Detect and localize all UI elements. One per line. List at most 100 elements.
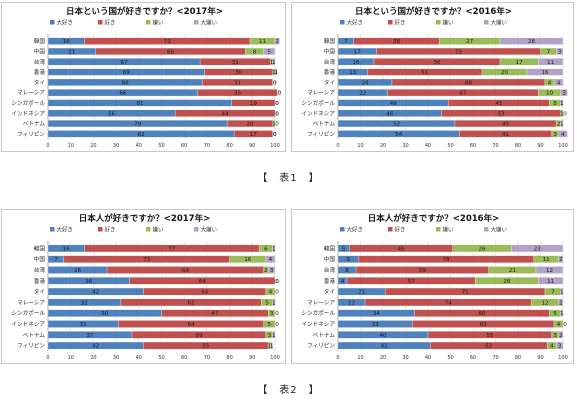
- bar-segment: [270, 341, 273, 350]
- data-label: 0: [563, 111, 567, 117]
- bar-segment: [272, 58, 276, 66]
- legend-entry: 大好き: [50, 19, 73, 27]
- bar-segment: [263, 47, 276, 55]
- data-label: 1: [272, 122, 276, 128]
- data-label: 37: [86, 333, 94, 339]
- category-label: 香港: [324, 277, 336, 285]
- data-label: 44: [221, 111, 229, 117]
- legend-label: 嫌い: [153, 19, 165, 27]
- data-label: 56: [433, 60, 441, 66]
- x-tick-label: 30: [402, 355, 408, 361]
- data-label: 5: [342, 246, 346, 252]
- bar-segment: [538, 277, 564, 285]
- legend-label: 大嫌い: [491, 19, 508, 27]
- category-label: ベトナム: [23, 332, 46, 339]
- legend-swatch: [194, 20, 199, 25]
- data-label: 41: [381, 344, 389, 350]
- category-label: ベトナム: [313, 332, 336, 339]
- legend-entry: 大嫌い: [484, 226, 508, 234]
- data-label: 82: [138, 132, 145, 138]
- data-label: 1: [560, 101, 564, 107]
- bar-segment: [538, 58, 564, 66]
- data-label: 2: [264, 268, 268, 274]
- legend-label: 嫌い: [153, 226, 165, 234]
- legend-entry: 好き: [98, 19, 116, 27]
- data-label: 68: [465, 80, 473, 86]
- data-label: 71: [462, 290, 470, 296]
- x-tick-label: 80: [515, 143, 521, 149]
- bar-segment: [560, 89, 568, 97]
- data-label: 16: [352, 60, 360, 66]
- legend-label: 大好き: [57, 19, 74, 27]
- data-label: 12: [541, 300, 548, 306]
- data-label: 54: [201, 290, 209, 296]
- bar-segment: [560, 99, 564, 107]
- legend-label: 好き: [105, 19, 116, 27]
- data-label: 73: [164, 39, 172, 45]
- legend-entry: 嫌い: [436, 226, 454, 234]
- chart-title: 日本人が好きですか？<2017年>: [79, 213, 210, 224]
- data-label: 4: [269, 290, 273, 296]
- bar-segment: [202, 78, 273, 86]
- category-label: 中国: [324, 47, 336, 55]
- data-label: 53: [498, 111, 506, 117]
- data-label: 45: [495, 101, 503, 107]
- data-label: 5: [268, 322, 272, 328]
- x-tick-label: 10: [68, 355, 74, 361]
- data-label: 2: [559, 333, 563, 339]
- bar-segment: [526, 68, 564, 76]
- data-label: 1: [268, 344, 272, 350]
- data-label: 7: [547, 49, 551, 55]
- data-label: 74: [445, 300, 453, 306]
- data-label: 2: [559, 257, 563, 263]
- x-tick-label: 60: [470, 355, 476, 361]
- data-label: 4: [550, 344, 554, 350]
- category-label: フィリピン: [17, 343, 45, 350]
- x-tick-label: 20: [90, 355, 96, 361]
- bar-segment: [272, 244, 276, 253]
- category-label: シンガポール: [301, 99, 335, 107]
- x-tick-label: 100: [270, 143, 280, 149]
- legend-label: 大好き: [57, 226, 74, 234]
- bar-segment: [233, 130, 273, 138]
- x-tick-label: 0: [336, 355, 339, 361]
- bar-segment: [174, 109, 276, 117]
- data-label: 0: [277, 91, 281, 97]
- chart-panel-japanese-people-2017: 日本人が好きですか？<2017年> 大好き 好き 嫌い 大嫌い 韓国 16 77 6 1 中国 7 73…: [1, 209, 286, 364]
- data-label: 42: [92, 290, 99, 296]
- data-label: 16: [244, 257, 252, 263]
- x-tick-label: 50: [447, 143, 453, 149]
- category-label: 台湾: [324, 58, 336, 66]
- data-label: 11: [547, 279, 555, 285]
- data-label: 20: [246, 122, 254, 128]
- x-tick-label: 30: [113, 143, 119, 149]
- data-label: 8: [253, 49, 257, 55]
- chart-title: 日本人が好きですか？<2016年>: [368, 213, 499, 224]
- data-label: 1: [560, 311, 564, 317]
- data-label: 5: [553, 101, 557, 107]
- data-label: 33: [372, 322, 380, 328]
- x-tick-label: 10: [68, 143, 74, 149]
- x-tick-label: 10: [357, 355, 363, 361]
- data-label: 16: [541, 70, 549, 76]
- legend-swatch: [194, 227, 199, 232]
- bar-segment: [511, 244, 564, 253]
- data-label: 24: [361, 80, 369, 86]
- data-label: 0: [273, 132, 277, 138]
- bar-segment: [272, 331, 276, 339]
- data-label: 21: [509, 268, 517, 274]
- data-label: 5: [553, 311, 557, 317]
- data-label: 0: [563, 322, 567, 328]
- legend-swatch: [340, 20, 345, 25]
- chart-title: 日本という国が好きですか？<2016年>: [355, 6, 512, 17]
- legend-entry: 好き: [98, 226, 116, 234]
- data-label: 21: [68, 49, 76, 55]
- legend-entry: 大好き: [340, 19, 363, 27]
- data-label: 1: [274, 70, 278, 76]
- data-label: 54: [395, 132, 403, 138]
- data-label: 51: [421, 70, 429, 76]
- x-tick-label: 100: [270, 355, 280, 361]
- category-label: マレーシア: [307, 90, 335, 97]
- category-label: 中国: [34, 47, 46, 55]
- category-label: インドネシア: [11, 321, 45, 328]
